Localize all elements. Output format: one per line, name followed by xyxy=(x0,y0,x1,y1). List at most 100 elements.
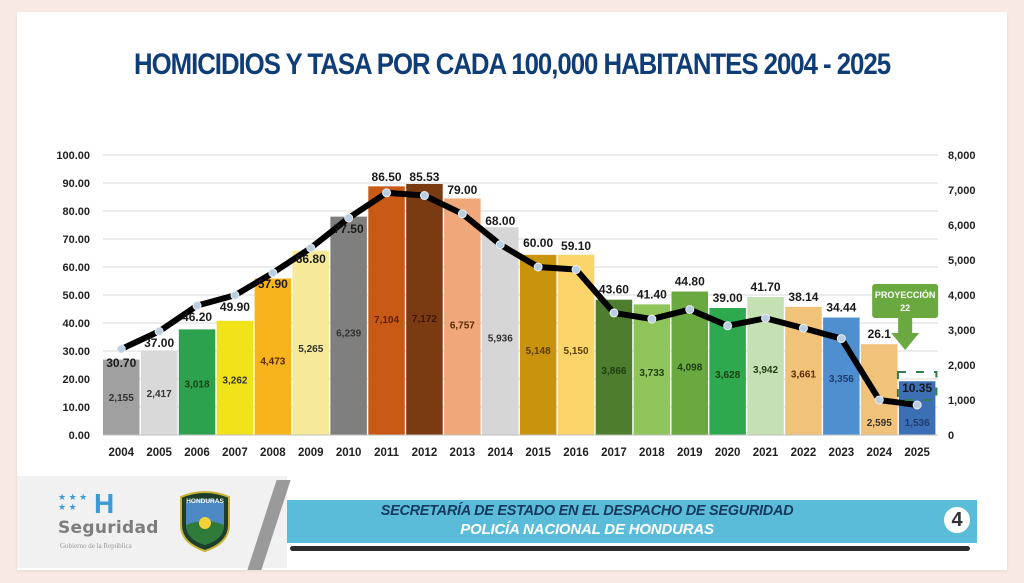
rate-value-label: 41.40 xyxy=(637,287,667,301)
x-tick-label: 2015 xyxy=(525,447,551,459)
rate-point xyxy=(495,240,505,250)
bar-value-label: 6,239 xyxy=(336,329,361,340)
x-tick-label: 2010 xyxy=(336,447,362,459)
x-tick-label: 2021 xyxy=(753,447,779,459)
police-badge-icon: HONDURAS xyxy=(180,491,230,553)
rate-value-label: 66.80 xyxy=(296,252,326,266)
footer-police: POLICÍA NACIONAL DE HONDURAS xyxy=(460,521,714,538)
rate-value-label: 77.50 xyxy=(334,222,364,236)
bar-value-label: 3,661 xyxy=(791,369,816,380)
rate-point xyxy=(609,308,619,318)
rate-point xyxy=(268,268,278,278)
bar-value-label: 2,595 xyxy=(867,418,892,429)
y-right-tick-label: 7,000 xyxy=(948,185,976,197)
x-tick-label: 2014 xyxy=(487,447,513,459)
rate-point xyxy=(798,323,808,333)
bar-2014 xyxy=(482,227,519,435)
y-left-tick-label: 30.00 xyxy=(62,346,90,358)
rate-point xyxy=(836,334,846,344)
rate-value-label: 60.00 xyxy=(523,236,553,250)
bar-2009 xyxy=(292,250,329,435)
projection-box xyxy=(896,371,938,401)
rate-value-label: 57.90 xyxy=(258,277,288,291)
rate-point xyxy=(761,313,771,323)
bar-value-label: 7,172 xyxy=(412,314,437,325)
seguridad-logo-letter: H xyxy=(94,488,115,519)
rate-value-label: 26.1 xyxy=(868,327,892,341)
rate-value-label: 38.14 xyxy=(788,290,818,304)
rate-value-label: 86.50 xyxy=(372,170,402,184)
y-left-tick-label: 10.00 xyxy=(62,402,90,414)
x-tick-label: 2020 xyxy=(715,447,741,459)
y-left-tick-label: 60.00 xyxy=(62,262,90,274)
rate-point xyxy=(457,209,467,219)
rate-point xyxy=(912,400,922,410)
rate-value-label: 44.80 xyxy=(675,275,705,289)
y-left-tick-label: 70.00 xyxy=(62,234,90,246)
rate-value-label: 43.60 xyxy=(599,283,629,297)
bar-value-label: 3,356 xyxy=(829,374,854,385)
rate-value-label: 41.70 xyxy=(751,280,781,294)
x-tick-label: 2008 xyxy=(260,447,286,459)
bar-2018 xyxy=(633,304,671,435)
bar-value-label: 3,866 xyxy=(601,366,626,377)
x-tick-label: 2016 xyxy=(563,447,589,459)
rate-point xyxy=(116,344,126,354)
rate-point xyxy=(533,262,543,272)
y-right-tick-label: 0 xyxy=(948,430,954,442)
y-left-tick-label: 0.00 xyxy=(69,430,90,442)
x-tick-label: 2019 xyxy=(677,447,703,459)
x-tick-label: 2012 xyxy=(412,447,438,459)
footer-ministry: SECRETARÍA DE ESTADO EN EL DESPACHO DE S… xyxy=(380,503,794,519)
rate-value-label: 10.35 xyxy=(902,381,932,395)
bar-value-label: 6,757 xyxy=(450,321,475,332)
x-tick-label: 2018 xyxy=(639,447,665,459)
footer-logo-area xyxy=(17,476,287,568)
x-tick-label: 2004 xyxy=(108,447,134,459)
bar-2008 xyxy=(254,278,292,435)
bar-value-label: 2,417 xyxy=(147,389,172,400)
rate-point xyxy=(571,265,581,275)
bar-value-label: 5,265 xyxy=(298,344,323,355)
rate-value-label: 30.70 xyxy=(106,356,136,370)
rate-line xyxy=(118,189,921,408)
y-right-tick-label: 2,000 xyxy=(948,360,976,372)
rate-value-label: 37.00 xyxy=(144,336,174,350)
x-tick-label: 2022 xyxy=(791,447,817,459)
bar-2006 xyxy=(178,329,216,435)
rate-point xyxy=(192,301,202,311)
rate-point xyxy=(419,191,429,201)
rate-point xyxy=(723,321,733,331)
rate-point xyxy=(382,188,392,198)
stars-icon: ★ ★ ★ ★ ★ xyxy=(58,492,88,512)
bar-2012 xyxy=(406,183,443,435)
projection-value: 22 xyxy=(900,303,910,313)
y-left-tick-label: 20.00 xyxy=(62,374,90,386)
bar-value-label: 2,155 xyxy=(109,393,134,404)
bar-2015 xyxy=(519,254,557,435)
rate-point xyxy=(647,314,657,324)
rate-point xyxy=(344,213,354,223)
rate-point xyxy=(154,326,164,336)
y-left-tick-label: 40.00 xyxy=(62,318,90,330)
x-tick-label: 2007 xyxy=(222,447,248,459)
bar-value-label: 5,148 xyxy=(526,346,551,357)
y-right-tick-label: 3,000 xyxy=(948,325,976,337)
y-right-tick-label: 8,000 xyxy=(948,150,976,162)
y-left-tick-label: 100.00 xyxy=(56,150,90,162)
rate-value-label: 46.20 xyxy=(182,310,212,324)
bar-value-label: 4,098 xyxy=(677,362,702,373)
rate-point xyxy=(685,305,695,315)
x-tick-label: 2009 xyxy=(298,447,324,459)
y-left-tick-label: 50.00 xyxy=(62,290,90,302)
x-tick-label: 2023 xyxy=(829,447,855,459)
y-left-tick-label: 90.00 xyxy=(62,178,90,190)
bar-2013 xyxy=(444,198,481,435)
y-right-tick-label: 4,000 xyxy=(948,290,976,302)
seguridad-logo-word: Seguridad xyxy=(58,518,159,538)
bar-value-label: 3,262 xyxy=(222,376,247,387)
x-tick-label: 2017 xyxy=(601,447,627,459)
bar-2005 xyxy=(140,350,178,435)
x-tick-label: 2024 xyxy=(866,447,892,459)
bar-2017 xyxy=(595,299,633,435)
